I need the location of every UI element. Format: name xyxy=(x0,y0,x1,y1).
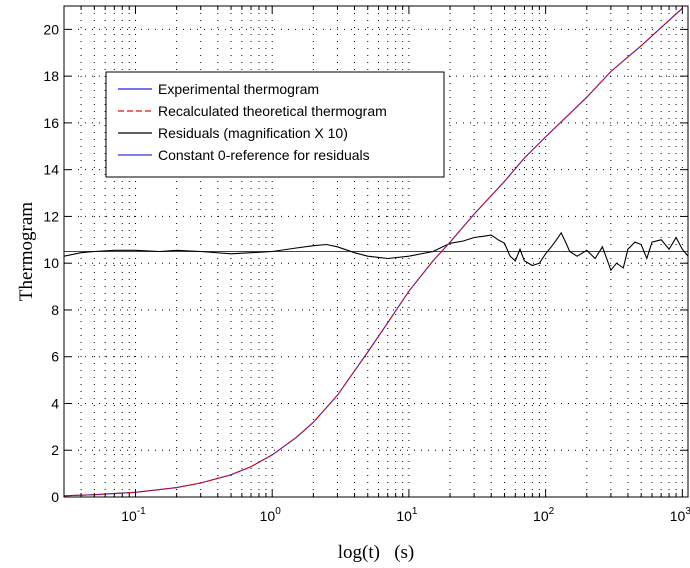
legend: Experimental thermogram Recalculated theo… xyxy=(105,71,445,178)
ticks: 10-1 100 101 102 103 0 2 4 6 8 10 12 14 16 18 20 xyxy=(43,6,690,524)
legend-box xyxy=(105,71,445,178)
x-tick-label: 103 xyxy=(670,506,690,524)
y-tick-label: 6 xyxy=(51,349,59,365)
y-tick-label: 4 xyxy=(51,395,59,411)
y-tick-label: 14 xyxy=(43,162,59,178)
legend-label: Recalculated theoretical thermogram xyxy=(158,103,387,119)
y-tick-label: 16 xyxy=(43,115,59,131)
x-tick-label: 101 xyxy=(396,506,418,524)
plot-frame xyxy=(63,5,689,498)
legend-label: Constant 0-reference for residuals xyxy=(158,147,370,163)
legend-label: Experimental thermogram xyxy=(158,81,319,97)
y-tick-label: 0 xyxy=(51,489,59,505)
y-tick-label: 2 xyxy=(51,442,59,458)
x-axis-label: log(t) (s) xyxy=(338,542,415,563)
series-layer xyxy=(63,7,689,497)
y-tick-label: 12 xyxy=(43,208,59,224)
y-tick-label: 20 xyxy=(43,21,59,37)
y-axis-label: Thermogram xyxy=(16,202,37,301)
x-tick-label: 10-1 xyxy=(121,506,146,524)
y-tick-label: 8 xyxy=(51,302,59,318)
series-line-recalculated xyxy=(63,7,683,497)
legend-label: Residuals (magnification X 10) xyxy=(158,125,348,141)
x-tick-label: 102 xyxy=(533,506,555,524)
y-tick-label: 18 xyxy=(43,68,59,84)
x-tick-label: 100 xyxy=(260,506,282,524)
y-tick-label: 10 xyxy=(43,255,59,271)
series-line-residuals xyxy=(63,231,689,272)
